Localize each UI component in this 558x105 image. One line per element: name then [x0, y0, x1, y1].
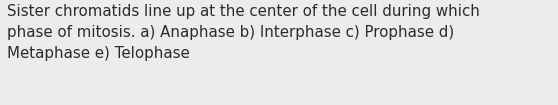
Text: Sister chromatids line up at the center of the cell during which
phase of mitosi: Sister chromatids line up at the center … [7, 4, 480, 61]
